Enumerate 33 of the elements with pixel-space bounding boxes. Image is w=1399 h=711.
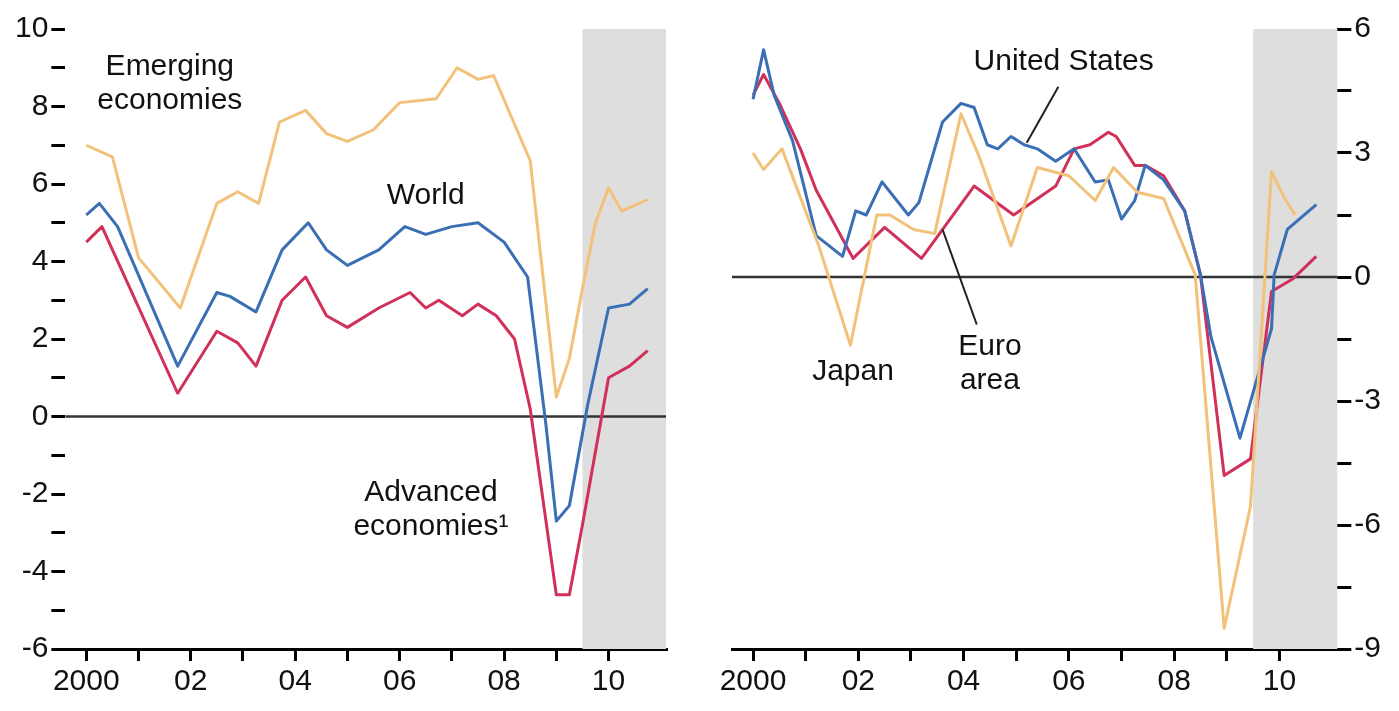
y-tick-label: 0 xyxy=(31,397,49,431)
x-tick-label: 04 xyxy=(278,663,312,697)
series-label: United States xyxy=(973,43,1154,77)
y-tick-label: 6 xyxy=(31,165,49,199)
y-tick-label: 4 xyxy=(31,242,49,276)
x-tick-label: 02 xyxy=(174,663,208,697)
y-tick-label: -6 xyxy=(1354,506,1382,540)
x-tick-label: 08 xyxy=(487,663,521,697)
series-label: Japan xyxy=(812,353,894,387)
y-tick-label: 8 xyxy=(31,87,49,121)
y-tick-label: 6 xyxy=(1354,10,1372,44)
series-label: Emerging economies xyxy=(97,47,243,115)
x-tick-label: 02 xyxy=(841,663,876,697)
y-tick-label: 10 xyxy=(14,10,49,44)
x-tick-label: 2000 xyxy=(52,663,120,697)
y-tick-label: -4 xyxy=(21,552,49,586)
x-tick-label: 08 xyxy=(1157,663,1191,697)
y-tick-label: -6 xyxy=(21,630,49,664)
x-tick-label: 06 xyxy=(382,663,417,697)
x-tick-label: 04 xyxy=(946,663,981,697)
y-tick-label: -9 xyxy=(1354,630,1382,664)
text: Euro area xyxy=(958,328,1022,396)
x-tick-label: 10 xyxy=(1262,663,1297,697)
x-tick-label: 06 xyxy=(1052,663,1086,697)
y-tick-label: -3 xyxy=(1354,382,1382,416)
series-label: Advanced economies¹ xyxy=(353,473,509,541)
series-label: World xyxy=(386,176,465,210)
y-tick-label: -2 xyxy=(21,475,49,509)
y-tick-label: 3 xyxy=(1354,134,1372,168)
y-tick-label: 0 xyxy=(1354,258,1372,292)
y-tick-label: 2 xyxy=(31,320,49,354)
x-tick-label: 2000 xyxy=(719,663,787,697)
x-tick-label: 10 xyxy=(591,663,626,697)
